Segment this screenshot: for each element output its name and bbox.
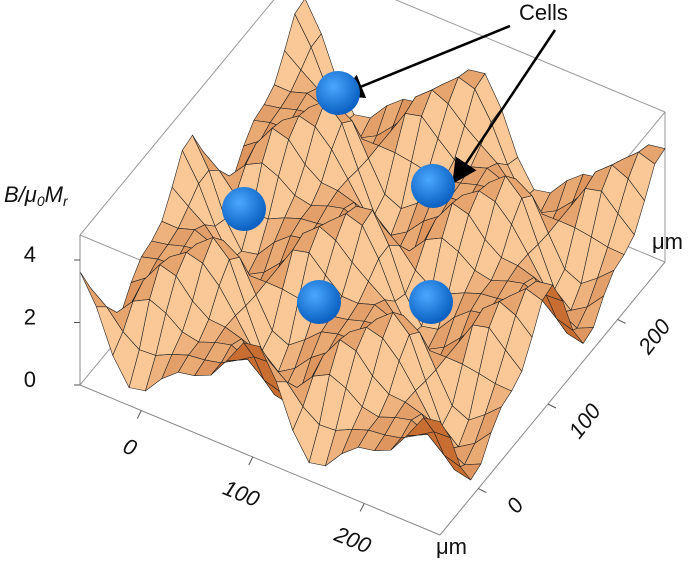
axis-line [79, 384, 441, 536]
box-edge [79, 0, 275, 236]
x-tick [359, 503, 365, 512]
z-tick-label: 2 [24, 304, 36, 329]
x-tick-label: 100 [220, 475, 264, 512]
y-tick [547, 403, 557, 409]
cell [316, 71, 360, 115]
x-tick [136, 410, 142, 419]
z-label-part: 0 [37, 193, 45, 209]
surface [79, 0, 666, 481]
x-tick [248, 456, 254, 466]
y-tick [478, 488, 487, 493]
cell [409, 280, 453, 324]
x-axis-label: μm [436, 534, 467, 559]
y-axis-label: μm [652, 229, 683, 254]
x-tick-label: 0 [120, 433, 141, 461]
annotation: Cells [519, 0, 568, 25]
z-label-part: M [45, 182, 64, 207]
z-tick-label: 4 [24, 242, 36, 267]
z-axis-label: B/μ0Mr [4, 182, 69, 209]
y-tick-label: 100 [563, 398, 606, 443]
arrow [338, 24, 511, 99]
z-tick-label: 0 [24, 367, 36, 392]
arrow [452, 29, 557, 185]
cell [222, 187, 266, 231]
y-tick-label: 0 [501, 492, 529, 518]
y-tick [617, 319, 626, 324]
cells [222, 71, 455, 324]
x-tick-label: 200 [330, 521, 375, 559]
cell [411, 164, 455, 208]
surface-patch [422, 417, 451, 439]
cell [297, 280, 341, 324]
surface-patch [79, 271, 108, 308]
z-label-part: r [63, 193, 69, 209]
axis-line [439, 261, 666, 536]
y-tick-label: 200 [633, 314, 676, 360]
z-label-part: B/μ [4, 182, 37, 207]
